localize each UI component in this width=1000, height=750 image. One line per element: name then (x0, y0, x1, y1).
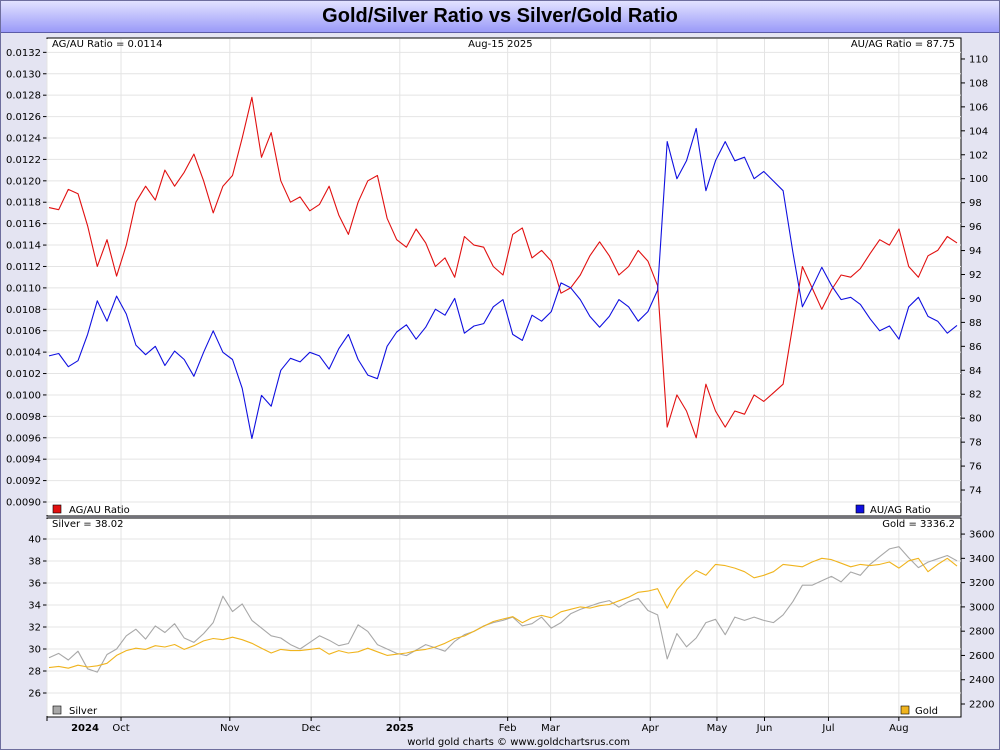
right-tick-label: 2200 (969, 700, 994, 711)
left-tick-label: 0.0108 (6, 305, 41, 316)
right-tick-label: 3200 (969, 578, 994, 589)
right-tick-label: 96 (969, 222, 982, 233)
left-tick-label: 0.0124 (6, 134, 41, 145)
left-tick-label: 0.0096 (6, 433, 41, 444)
right-tick-label: 104 (969, 126, 988, 137)
x-tick-label: Apr (642, 723, 660, 734)
x-tick-label: 2025 (386, 723, 414, 734)
left-tick-label: 0.0112 (6, 262, 41, 273)
x-tick-label: Mar (541, 723, 561, 734)
left-tick-label: 0.0104 (6, 348, 41, 359)
left-tick-label: 0.0090 (6, 498, 41, 509)
left-tick-label: 0.0106 (6, 326, 41, 337)
right-tick-label: 88 (969, 318, 982, 329)
x-tick-label: 2024 (71, 723, 99, 734)
legend-swatch-au-ag-ratio (855, 504, 865, 514)
left-tick-label: 28 (28, 667, 41, 678)
right-tick-label: 100 (969, 174, 988, 185)
x-tick-label: Nov (220, 723, 240, 734)
right-tick-label: 74 (969, 486, 982, 497)
left-tick-label: 30 (28, 645, 41, 656)
x-tick-label: Jul (821, 723, 834, 734)
right-tick-label: 90 (969, 294, 982, 305)
left-tick-label: 0.0128 (6, 91, 41, 102)
left-readout: AG/AU Ratio = 0.0114 (52, 39, 163, 50)
left-tick-label: 0.0114 (6, 241, 41, 252)
left-tick-label: 0.0132 (6, 48, 41, 59)
right-tick-label: 76 (969, 462, 982, 473)
right-tick-label: 3000 (969, 602, 994, 613)
left-tick-label: 0.0100 (6, 390, 41, 401)
left-tick-label: 0.0094 (6, 455, 41, 466)
x-tick-label: Oct (112, 723, 129, 734)
date-label: Aug-15 2025 (468, 39, 533, 50)
right-tick-label: 78 (969, 438, 982, 449)
left-tick-label: 0.0102 (6, 369, 41, 380)
right-tick-label: 98 (969, 198, 982, 209)
right-readout: AU/AG Ratio = 87.75 (851, 39, 955, 50)
ratio-panel (46, 37, 962, 517)
right-tick-label: 2600 (969, 651, 994, 662)
x-tick-label: Jun (756, 723, 773, 734)
left-tick-label: 0.0122 (6, 155, 41, 166)
left-tick-label: 32 (28, 623, 41, 634)
right-tick-label: 92 (969, 270, 982, 281)
left-tick-label: 26 (28, 689, 41, 700)
right-tick-label: 3600 (969, 530, 994, 541)
right-tick-label: 106 (969, 102, 988, 113)
right-tick-label: 110 (969, 54, 988, 65)
left-tick-label: 0.0110 (6, 283, 41, 294)
legend-label: AU/AG Ratio (870, 505, 931, 516)
series-line-au-ag-ratio (48, 127, 958, 440)
x-tick-label: May (707, 723, 728, 734)
legend-swatch-ag-au-ratio (52, 504, 62, 514)
right-tick-label: 2400 (969, 675, 994, 686)
right-tick-label: 102 (969, 150, 988, 161)
left-tick-label: 40 (28, 535, 41, 546)
left-tick-label: 0.0126 (6, 112, 41, 123)
right-tick-label: 82 (969, 390, 982, 401)
left-tick-label: 34 (28, 601, 41, 612)
right-tick-label: 84 (969, 366, 982, 377)
x-tick-label: Aug (889, 723, 909, 734)
x-tick-label: Feb (499, 723, 517, 734)
legend-label: Gold (915, 706, 938, 717)
series-line-ag-au-ratio (48, 96, 958, 439)
right-tick-label: 80 (969, 414, 982, 425)
left-tick-label: 0.0120 (6, 176, 41, 187)
series-line-silver (48, 546, 958, 673)
x-tick-label: Dec (301, 723, 320, 734)
footer-credit: world gold charts © www.goldchartsrus.co… (407, 737, 630, 748)
title-bar: Gold/Silver Ratio vs Silver/Gold Ratio (1, 1, 999, 33)
left-tick-label: 38 (28, 557, 41, 568)
legend-swatch-silver (52, 705, 62, 715)
left-tick-label: 0.0098 (6, 412, 41, 423)
right-tick-label: 86 (969, 342, 982, 353)
right-tick-label: 108 (969, 78, 988, 89)
series-line-gold (48, 557, 958, 669)
legend-label: AG/AU Ratio (69, 505, 130, 516)
left-tick-label: 0.0118 (6, 198, 41, 209)
left-tick-label: 0.0116 (6, 219, 41, 230)
legend-swatch-gold (900, 705, 910, 715)
right-readout: Gold = 3336.2 (882, 519, 955, 530)
chart-title: Gold/Silver Ratio vs Silver/Gold Ratio (322, 5, 678, 27)
right-tick-label: 94 (969, 246, 982, 257)
left-tick-label: 36 (28, 579, 41, 590)
right-tick-label: 2800 (969, 627, 994, 638)
right-tick-label: 3400 (969, 554, 994, 565)
legend-label: Silver (69, 706, 98, 717)
left-tick-label: 0.0130 (6, 69, 41, 80)
price-panel (46, 517, 962, 718)
left-tick-label: 0.0092 (6, 476, 41, 487)
left-readout: Silver = 38.02 (52, 519, 123, 530)
